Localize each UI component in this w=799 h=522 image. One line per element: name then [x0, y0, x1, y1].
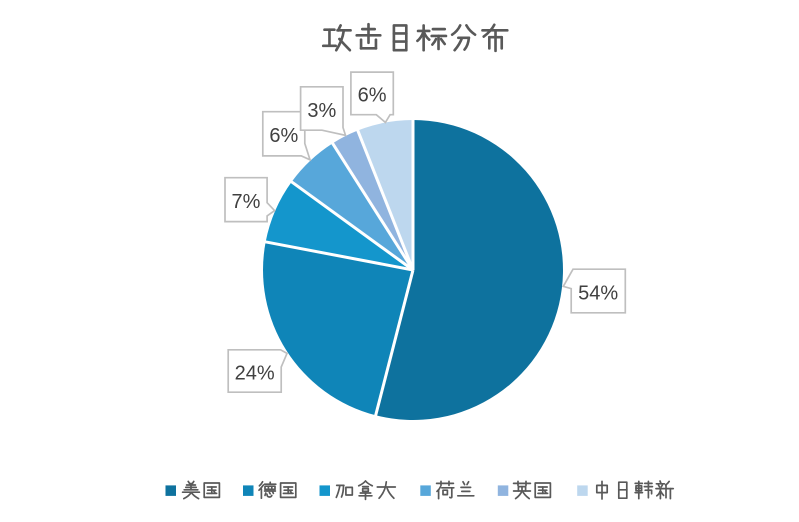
- svg-text:6%: 6%: [269, 125, 298, 147]
- svg-text:7%: 7%: [232, 191, 261, 213]
- svg-text:24%: 24%: [235, 362, 275, 384]
- svg-text:3%: 3%: [307, 100, 336, 122]
- svg-text:6%: 6%: [358, 85, 387, 107]
- svg-text:54%: 54%: [578, 282, 618, 304]
